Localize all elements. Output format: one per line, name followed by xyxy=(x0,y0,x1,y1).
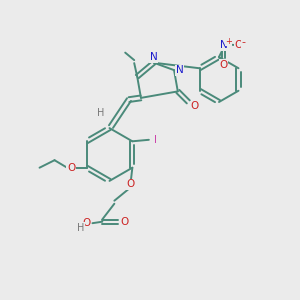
Text: O: O xyxy=(67,163,75,173)
Text: H: H xyxy=(97,108,104,118)
Text: O: O xyxy=(121,217,129,227)
Text: +: + xyxy=(225,37,232,46)
Text: O: O xyxy=(127,179,135,189)
Text: O: O xyxy=(219,59,228,70)
Text: H: H xyxy=(77,223,85,233)
Text: O: O xyxy=(234,40,243,50)
Text: O: O xyxy=(190,101,198,111)
Text: N: N xyxy=(176,65,183,75)
Text: -: - xyxy=(242,37,246,47)
Text: N: N xyxy=(220,40,227,50)
Text: I: I xyxy=(154,135,157,145)
Text: N: N xyxy=(150,52,158,62)
Text: O: O xyxy=(82,218,91,228)
